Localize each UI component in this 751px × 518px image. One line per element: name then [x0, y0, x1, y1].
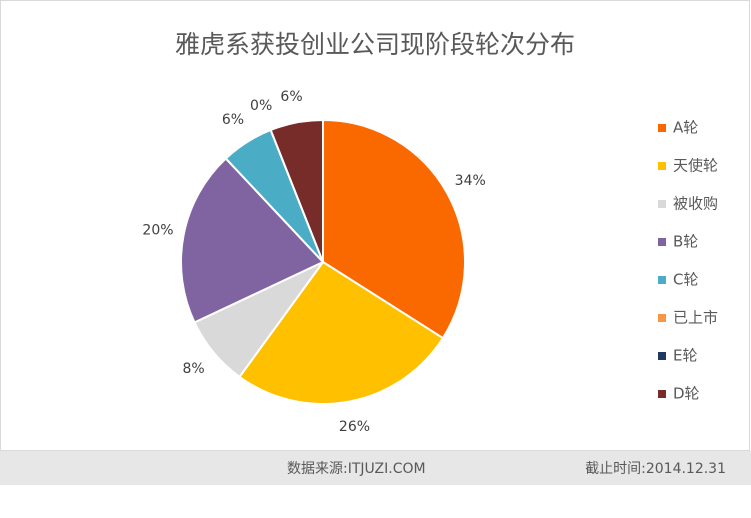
legend-swatch	[658, 276, 666, 284]
legend-swatch	[658, 390, 666, 398]
legend-label: A轮	[673, 119, 698, 137]
legend-label: B轮	[673, 233, 698, 251]
legend-label: C轮	[673, 271, 698, 289]
footer-band	[0, 451, 751, 485]
data-label: 6%	[280, 89, 302, 105]
legend-swatch	[658, 200, 666, 208]
legend-swatch	[658, 124, 666, 132]
data-label: 0%	[250, 98, 272, 114]
data-label: 20%	[142, 223, 173, 239]
data-label: 6%	[222, 112, 244, 128]
data-label: 26%	[339, 419, 370, 435]
data-label: 8%	[182, 361, 204, 377]
footer-source: 数据来源:ITJUZI.COM	[287, 461, 426, 477]
chart-title: 雅虎系获投创业公司现阶段轮次分布	[175, 30, 575, 59]
legend-label: 被收购	[673, 195, 718, 213]
data-label: 34%	[455, 173, 486, 189]
pie-slice	[269, 118, 324, 263]
legend-swatch	[658, 238, 666, 246]
legend-swatch	[658, 314, 666, 322]
legend-label: 天使轮	[673, 157, 718, 175]
pie-slice	[238, 260, 445, 405]
legend-swatch	[658, 162, 666, 170]
legend-swatch	[658, 352, 666, 360]
pie-slice	[180, 157, 325, 324]
footer-date: 截止时间:2014.12.31	[585, 461, 726, 477]
legend-label: 已上市	[673, 309, 718, 327]
legend-label: D轮	[673, 385, 700, 403]
legend-label: E轮	[673, 347, 697, 365]
